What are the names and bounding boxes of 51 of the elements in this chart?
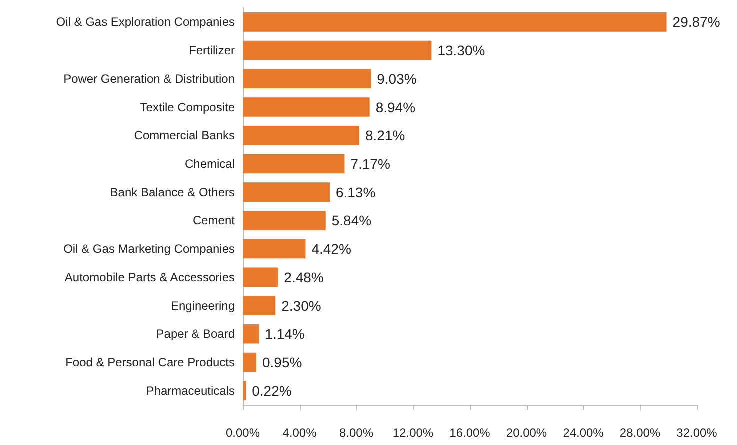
bar	[243, 239, 306, 259]
bar	[243, 268, 278, 288]
data-label: 9.03%	[377, 70, 417, 87]
x-tick-label: 16.00%	[450, 426, 491, 440]
bar	[243, 12, 667, 32]
data-label: 5.84%	[332, 212, 372, 229]
bar	[243, 126, 360, 146]
data-label: 13.30%	[438, 42, 486, 59]
data-label: 1.14%	[265, 326, 305, 342]
bar	[243, 381, 246, 400]
x-tick-label: 24.00%	[563, 426, 604, 440]
bar	[243, 211, 326, 230]
x-tick-label: 4.00%	[282, 426, 318, 440]
data-label: 4.42%	[312, 241, 352, 258]
bar	[243, 182, 330, 202]
bar	[243, 98, 370, 117]
x-tick-label: 20.00%	[506, 426, 548, 440]
y-tick-label: Paper & Board	[156, 327, 235, 342]
y-tick-label: Power Generation & Distribution	[64, 72, 235, 86]
data-label: 2.48%	[284, 269, 324, 286]
bar	[243, 324, 260, 344]
y-tick-label: Oil & Gas Marketing Companies	[64, 242, 235, 256]
data-label: 2.30%	[282, 298, 322, 314]
y-tick-label: Chemical	[184, 156, 235, 171]
y-tick-label: Automobile Parts & Accessories	[64, 270, 235, 284]
y-tick-label: Cement	[192, 214, 236, 228]
y-tick-label: Bank Balance & Others	[110, 185, 235, 200]
data-label: 0.22%	[252, 382, 292, 399]
x-tick-label: 28.00%	[620, 426, 661, 440]
bar	[243, 69, 372, 89]
bar	[243, 296, 276, 316]
y-tick-label: Oil & Gas Exploration Companies	[56, 15, 235, 30]
bar	[243, 40, 432, 60]
x-tick-label: 0.00%	[226, 426, 260, 440]
data-label: 7.17%	[350, 156, 390, 172]
data-label: 6.13%	[336, 184, 376, 200]
data-label: 8.94%	[376, 99, 416, 116]
y-tick-label: Pharmaceuticals	[146, 384, 235, 398]
y-tick-label: Engineering	[170, 298, 235, 313]
y-tick-label: Food & Personal Care Products	[66, 355, 235, 370]
data-label: 8.21%	[365, 128, 406, 144]
y-tick-label: Textile Composite	[140, 100, 236, 114]
bar	[243, 352, 256, 372]
y-tick-label: Commercial Banks	[134, 128, 235, 143]
x-tick-label: 12.00%	[392, 426, 434, 440]
x-tick-label: 8.00%	[339, 426, 374, 440]
x-tick-label: 32.00%	[676, 426, 718, 440]
bar	[243, 154, 345, 174]
data-label: 29.87%	[672, 14, 720, 30]
y-tick-label: Fertilizer	[188, 44, 235, 58]
data-label: 0.95%	[262, 354, 302, 370]
